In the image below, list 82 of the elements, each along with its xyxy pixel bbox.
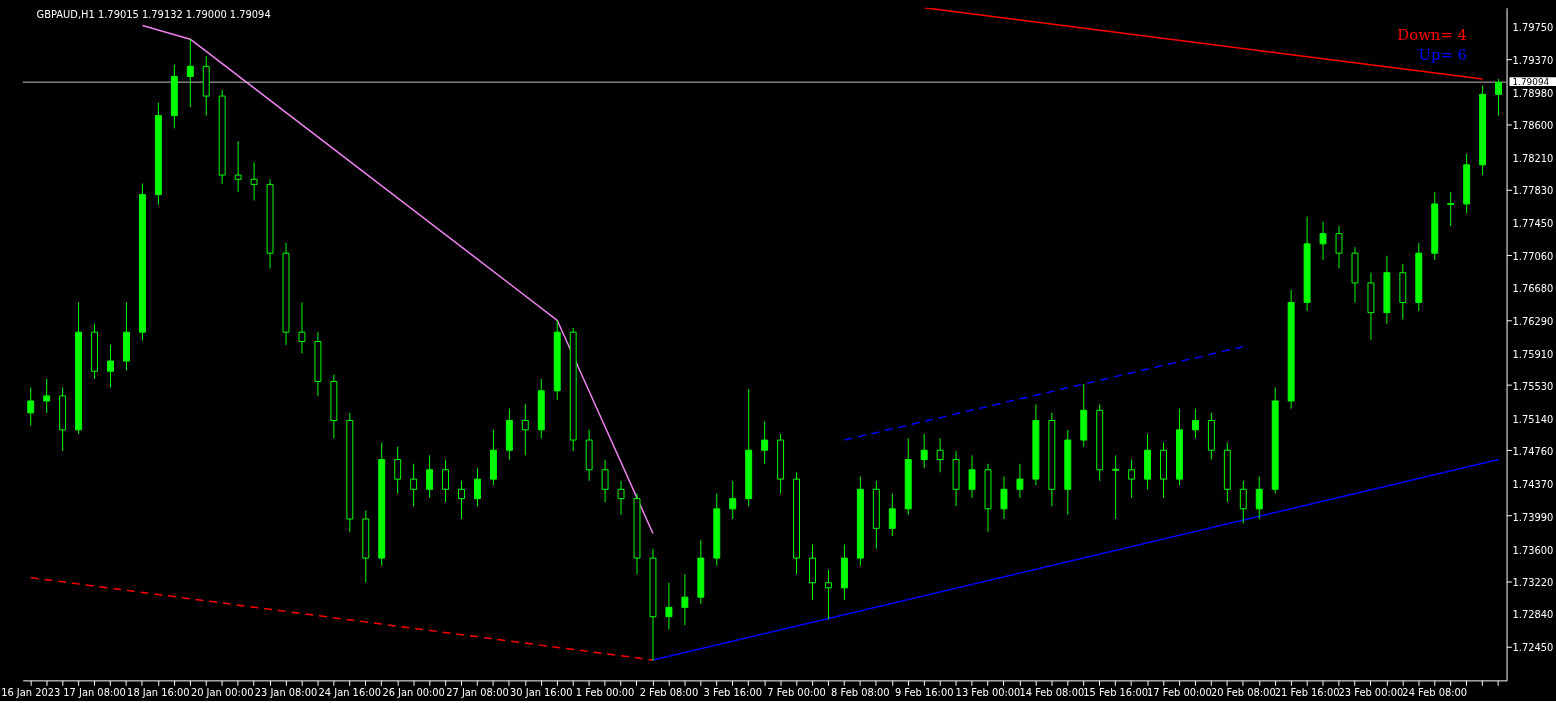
candlestick <box>968 454 976 499</box>
y-tick-label: 1.77830 <box>1512 185 1554 197</box>
y-tick-label: 1.75530 <box>1512 380 1554 392</box>
y-tick-label: 1.76290 <box>1512 316 1554 328</box>
x-tick-label: 17 Feb 00:00 <box>1147 686 1212 698</box>
candlestick <box>521 403 529 456</box>
x-tick-label: 16 Jan 2023 <box>1 686 61 698</box>
y-tick-label: 1.78210 <box>1512 153 1554 165</box>
candlestick <box>107 344 114 388</box>
candlestick <box>458 480 465 520</box>
y-tick-label: 1.79750 <box>1512 22 1554 34</box>
candlestick <box>617 480 625 516</box>
x-tick-label: 13 Feb 00:00 <box>955 686 1021 698</box>
x-tick-label: 7 Feb 00:00 <box>767 686 826 698</box>
x-tick-label: 24 Jan 16:00 <box>318 686 382 698</box>
y-tick-label: 1.77060 <box>1512 250 1554 262</box>
x-tick-label: 26 Jan 00:00 <box>382 686 445 698</box>
candlestick <box>410 463 418 507</box>
candlestick <box>298 301 306 354</box>
candlestick <box>729 480 737 520</box>
x-tick-label: 21 Feb 16:00 <box>1274 686 1340 698</box>
candlestick <box>186 38 194 108</box>
y-tick-label: 1.75140 <box>1512 413 1554 425</box>
x-tick-label: 23 Feb 00:00 <box>1338 686 1404 698</box>
candlestick <box>1255 476 1263 520</box>
candlestick <box>665 582 673 630</box>
y-tick-label: 1.72450 <box>1512 642 1554 654</box>
x-tick-label: 18 Jan 16:00 <box>127 686 190 698</box>
chart-title: GBPAUD,H1 1.79015 1.79132 1.79000 1.79094 <box>36 8 271 20</box>
candlestick <box>27 386 35 427</box>
y-tick-label: 1.78600 <box>1512 120 1554 132</box>
candlestick <box>1239 480 1247 524</box>
x-tick-label: 2 Feb 08:00 <box>639 686 699 698</box>
candlestick <box>936 437 944 473</box>
candlestick <box>761 420 769 465</box>
candlestick <box>825 569 832 620</box>
candlestick <box>426 454 434 499</box>
candlestick <box>888 493 896 537</box>
x-tick-label: 23 Jan 08:00 <box>254 686 318 698</box>
x-tick-label: 1 Feb 00:00 <box>575 686 635 698</box>
y-tick-label: 1.76680 <box>1512 283 1554 295</box>
y-tick-label: 1.72840 <box>1512 609 1554 621</box>
candlestick <box>473 467 481 507</box>
candlestick <box>1335 225 1343 269</box>
y-tick-label: 1.78980 <box>1512 87 1554 99</box>
y-tick-label: 1.74760 <box>1512 446 1554 458</box>
candlestick <box>1016 463 1024 499</box>
candlestick <box>1319 221 1327 261</box>
x-tick-label: 27 Jan 08:00 <box>446 686 509 698</box>
candlestick <box>394 446 402 495</box>
annotation: Down= 4 <box>1397 26 1467 44</box>
candlestick <box>920 433 928 469</box>
y-tick-label: 1.75910 <box>1512 348 1554 360</box>
x-tick-label: 15 Feb 16:00 <box>1083 686 1149 698</box>
x-tick-label: 9 Feb 16:00 <box>894 686 954 698</box>
candlestick <box>681 573 689 626</box>
ref-line-label: 1.79094 <box>1512 76 1550 87</box>
y-tick-label: 1.73990 <box>1512 511 1554 523</box>
candlestick <box>250 161 258 202</box>
x-tick-label: 20 Feb 08:00 <box>1210 686 1276 698</box>
candlestick <box>1000 476 1008 520</box>
annotation: Up= 6 <box>1418 46 1467 64</box>
x-tick-label: 17 Jan 08:00 <box>63 686 126 698</box>
y-tick-label: 1.79370 <box>1512 54 1554 66</box>
x-tick-label: 3 Feb 16:00 <box>703 686 762 698</box>
x-tick-label: 14 Feb 08:00 <box>1019 686 1085 698</box>
x-tick-label: 30 Jan 16:00 <box>510 686 573 698</box>
candlestick <box>234 140 242 193</box>
x-tick-label: 8 Feb 08:00 <box>831 686 890 698</box>
y-tick-label: 1.77450 <box>1512 217 1554 229</box>
candlestick <box>442 459 450 503</box>
x-tick-label: 20 Jan 00:00 <box>190 686 254 698</box>
y-tick-label: 1.73220 <box>1512 576 1554 588</box>
candlestick <box>1191 408 1199 439</box>
y-tick-label: 1.74370 <box>1512 479 1554 491</box>
candlestick <box>1128 459 1136 499</box>
candlestick <box>43 378 51 414</box>
x-tick-label: 24 Feb 08:00 <box>1402 686 1468 698</box>
candlestick <box>1495 78 1503 117</box>
line-series <box>141 24 654 535</box>
y-tick-label: 1.73600 <box>1512 544 1554 556</box>
candlestick <box>601 459 609 503</box>
